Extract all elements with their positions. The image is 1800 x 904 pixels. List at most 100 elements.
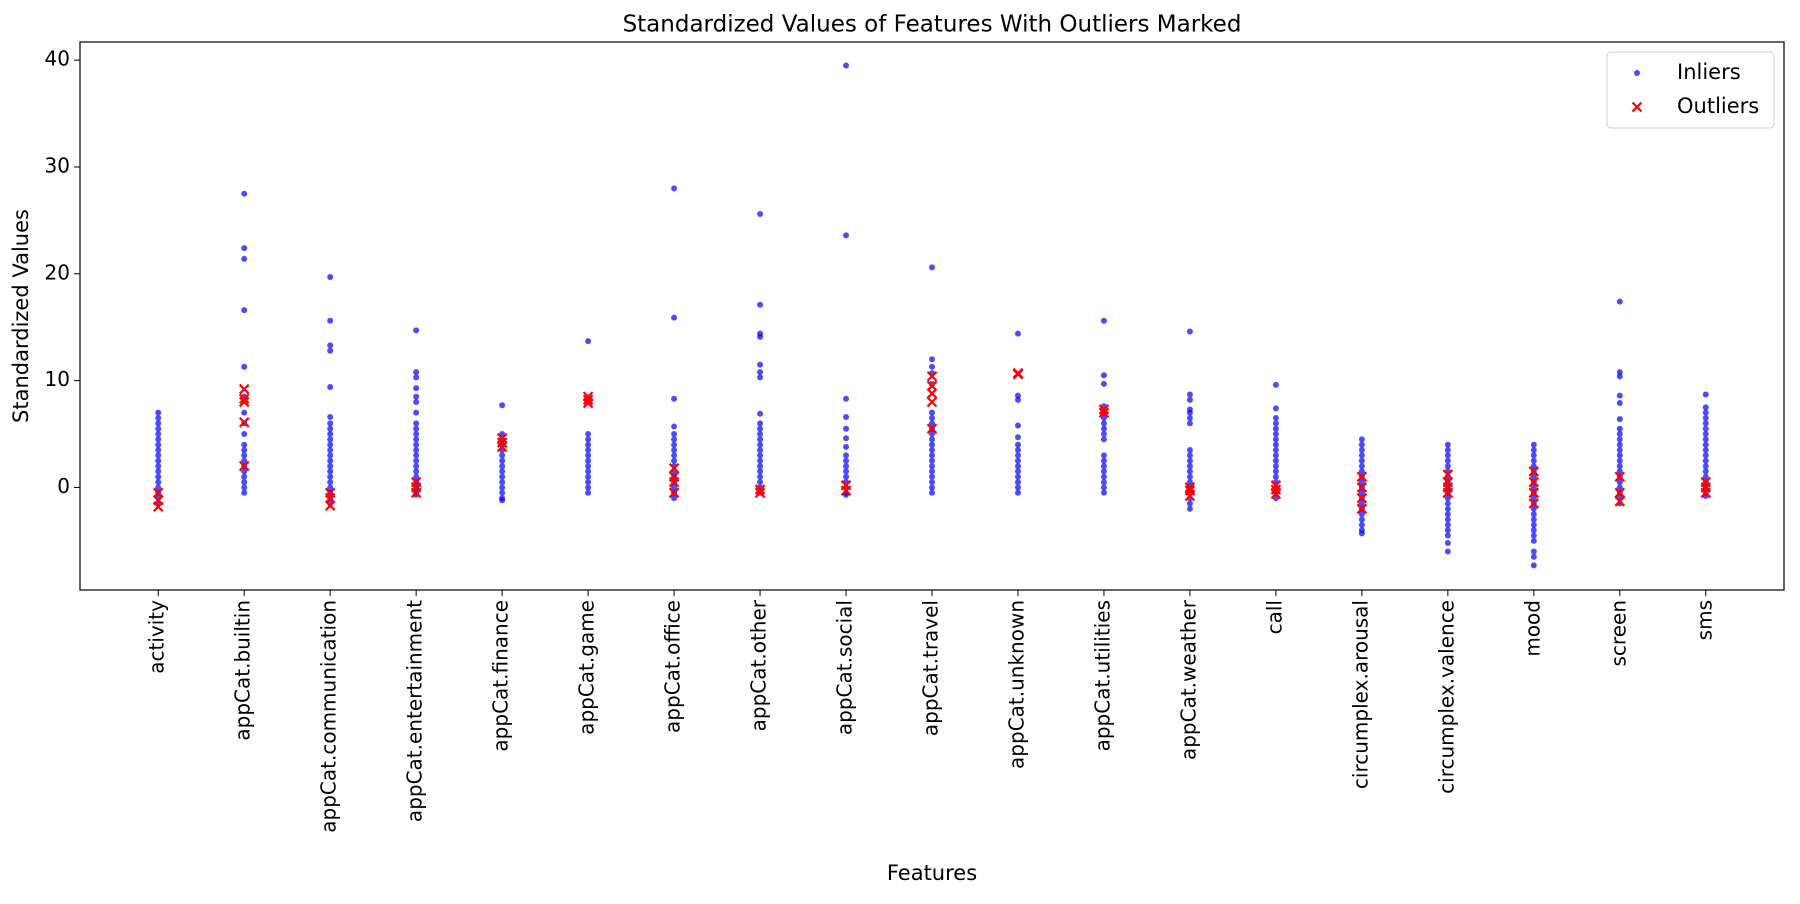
inlier-point	[585, 441, 592, 448]
inlier-point	[671, 457, 678, 464]
outlier-point	[238, 393, 250, 405]
inlier-point	[413, 393, 420, 400]
outlier-point	[1528, 476, 1540, 488]
inlier-point	[1014, 392, 1021, 399]
inlier-point	[757, 479, 764, 486]
inlier-point	[241, 457, 248, 464]
inlier-point	[241, 441, 248, 448]
inlier-point	[1444, 452, 1451, 459]
inlier-point	[241, 452, 248, 459]
inlier-point	[1530, 511, 1537, 518]
inlier-point	[929, 473, 935, 480]
inlier-point	[929, 457, 935, 464]
inlier-point	[499, 473, 506, 480]
inlier-point	[1186, 505, 1193, 512]
inlier-point	[671, 447, 678, 454]
inlier-point	[1014, 441, 1021, 448]
inlier-point	[585, 338, 592, 345]
inlier-point	[413, 463, 420, 470]
outlier-point	[1528, 466, 1540, 477]
inlier-point	[1702, 404, 1709, 411]
inlier-point	[1100, 468, 1107, 475]
outlier-point	[1528, 498, 1540, 509]
inlier-point	[671, 436, 678, 443]
outlier-point	[238, 396, 250, 408]
inlier-point	[757, 457, 764, 464]
inlier-point	[1014, 457, 1021, 464]
inlier-point	[843, 395, 850, 402]
outlier-point	[754, 484, 766, 495]
inlier-point	[929, 409, 935, 416]
outlier-point	[238, 417, 250, 428]
inlier-point	[1530, 553, 1537, 560]
inlier-point	[1100, 479, 1107, 486]
inlier-point	[1444, 441, 1451, 448]
inlier-point	[671, 441, 678, 448]
inlier-point	[241, 473, 248, 480]
inlier-point	[1272, 415, 1279, 422]
inlier-point	[585, 473, 592, 480]
inlier-point	[1186, 396, 1193, 403]
inlier-point	[499, 489, 506, 496]
outlier-point	[926, 371, 938, 382]
inlier-point	[413, 374, 420, 381]
inlier-point	[155, 457, 162, 464]
inlier-point	[1014, 473, 1021, 480]
inlier-point	[1444, 495, 1451, 502]
inlier-point	[1616, 436, 1623, 443]
inlier-point	[1014, 489, 1021, 496]
inlier-point	[929, 484, 935, 491]
outlier-point	[582, 394, 594, 406]
inlier-point	[241, 307, 248, 314]
inlier-point	[1186, 420, 1193, 427]
outlier-point	[152, 487, 164, 499]
inlier-point	[1702, 441, 1709, 448]
inlier-point	[757, 441, 764, 448]
outlier-point	[1528, 487, 1540, 499]
inlier-point	[1444, 500, 1451, 507]
y-tick-label: 40	[45, 47, 70, 71]
inlier-point	[413, 409, 420, 416]
outlier-point	[1098, 404, 1110, 415]
inlier-point	[843, 443, 850, 450]
inlier-point	[1444, 548, 1451, 555]
inlier-point	[413, 385, 420, 392]
inlier-point	[1358, 441, 1365, 448]
inlier-point	[1702, 457, 1709, 464]
outlier-point	[1614, 471, 1626, 483]
inlier-point	[327, 347, 334, 354]
inlier-point	[241, 409, 248, 416]
outlier-point	[668, 462, 680, 474]
inlier-point	[1530, 505, 1537, 512]
inlier-point	[327, 457, 334, 464]
outlier-point	[668, 487, 680, 499]
inlier-point	[327, 342, 334, 349]
inlier-point	[241, 479, 248, 486]
outlier-point	[1356, 503, 1368, 515]
inlier-point	[757, 425, 764, 432]
inlier-point	[585, 457, 592, 464]
inlier-point	[241, 447, 248, 454]
x-tick-label: appCat.unknown	[1004, 600, 1028, 769]
inlier-point	[1014, 330, 1021, 337]
inlier-point	[1702, 452, 1709, 459]
inlier-point	[413, 441, 420, 448]
inlier-point	[241, 255, 248, 262]
inlier-point	[757, 420, 764, 427]
inlier-point	[671, 185, 678, 192]
inlier-point	[499, 468, 506, 475]
x-tick-label: mood	[1520, 600, 1544, 657]
inlier-point	[1616, 431, 1623, 438]
chart-title: Standardized Values of Features With Out…	[623, 12, 1242, 38]
inlier-point	[241, 484, 248, 491]
inlier-point	[757, 468, 764, 475]
inlier-point	[1444, 447, 1451, 454]
inlier-point	[1616, 468, 1623, 475]
inlier-point	[1444, 539, 1451, 546]
inlier-point	[1272, 425, 1279, 432]
inlier-point	[929, 447, 935, 454]
inlier-point	[843, 435, 850, 442]
inlier-point	[1186, 447, 1193, 454]
inlier-point	[1358, 511, 1365, 518]
inlier-point	[1616, 441, 1623, 448]
